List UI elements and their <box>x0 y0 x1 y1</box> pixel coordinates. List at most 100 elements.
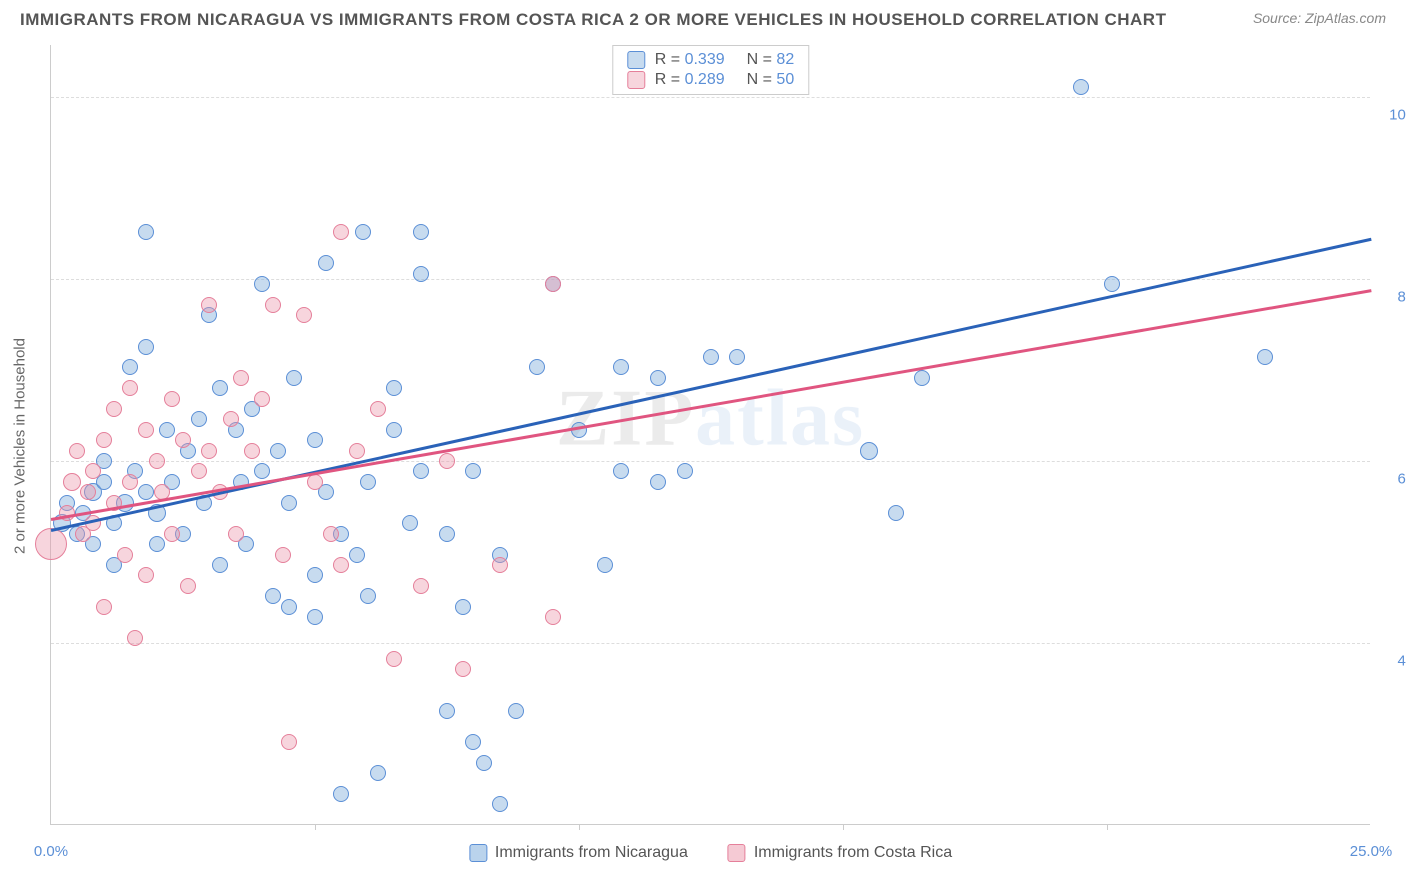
x-tick-label: 0.0% <box>34 843 68 860</box>
gridline <box>51 643 1370 644</box>
scatter-point <box>545 609 561 625</box>
trend-line <box>51 237 1372 531</box>
scatter-point <box>529 359 545 375</box>
stats-row: R = 0.339 N = 82 <box>627 50 794 70</box>
scatter-point <box>476 755 492 771</box>
x-tick <box>843 824 844 830</box>
x-tick <box>579 824 580 830</box>
legend-label: Immigrants from Costa Rica <box>754 844 952 862</box>
scatter-point <box>1257 349 1273 365</box>
chart-title: IMMIGRANTS FROM NICARAGUA VS IMMIGRANTS … <box>20 10 1166 30</box>
scatter-point <box>386 422 402 438</box>
series-swatch <box>627 51 645 69</box>
scatter-point <box>1104 276 1120 292</box>
legend-swatch <box>728 844 746 862</box>
scatter-point <box>492 796 508 812</box>
stat-n-label: N = 82 <box>747 51 795 69</box>
scatter-point <box>439 526 455 542</box>
legend-swatch <box>469 844 487 862</box>
scatter-point <box>465 734 481 750</box>
scatter-point <box>307 432 323 448</box>
scatter-point <box>265 297 281 313</box>
scatter-point <box>386 380 402 396</box>
scatter-point <box>275 547 291 563</box>
scatter-point <box>96 599 112 615</box>
scatter-point <box>254 463 270 479</box>
stat-r-label: R = 0.289 <box>655 71 725 89</box>
scatter-point <box>914 370 930 386</box>
scatter-point <box>650 474 666 490</box>
scatter-point <box>545 276 561 292</box>
scatter-point <box>307 567 323 583</box>
scatter-point <box>223 411 239 427</box>
stats-legend-box: R = 0.339 N = 82 R = 0.289 N = 50 <box>612 45 809 95</box>
legend-item: Immigrants from Nicaragua <box>469 844 688 862</box>
scatter-point <box>307 474 323 490</box>
scatter-point <box>413 578 429 594</box>
scatter-point <box>138 339 154 355</box>
scatter-point <box>149 536 165 552</box>
scatter-point <box>149 453 165 469</box>
series-swatch <box>627 71 645 89</box>
scatter-point <box>201 443 217 459</box>
scatter-point <box>122 359 138 375</box>
scatter-point <box>439 453 455 469</box>
scatter-point <box>127 630 143 646</box>
scatter-point <box>860 442 878 460</box>
scatter-point <box>122 380 138 396</box>
scatter-point <box>333 786 349 802</box>
scatter-point <box>212 557 228 573</box>
scatter-point <box>80 484 96 500</box>
scatter-point <box>492 557 508 573</box>
scatter-point <box>1073 79 1089 95</box>
scatter-point <box>96 432 112 448</box>
scatter-point <box>180 578 196 594</box>
stat-r-label: R = 0.339 <box>655 51 725 69</box>
scatter-point <box>508 703 524 719</box>
scatter-point <box>729 349 745 365</box>
scatter-point <box>650 370 666 386</box>
y-axis-label: 2 or more Vehicles in Household <box>12 338 29 554</box>
gridline <box>51 461 1370 462</box>
scatter-point <box>597 557 613 573</box>
stat-n-label: N = 50 <box>747 71 795 89</box>
scatter-point <box>281 599 297 615</box>
scatter-point <box>455 661 471 677</box>
scatter-point <box>106 401 122 417</box>
scatter-point <box>164 526 180 542</box>
x-tick <box>1107 824 1108 830</box>
source-label: Source: ZipAtlas.com <box>1253 10 1386 26</box>
scatter-point <box>281 734 297 750</box>
scatter-point <box>201 297 217 313</box>
scatter-point <box>138 484 154 500</box>
scatter-point <box>233 370 249 386</box>
scatter-point <box>413 463 429 479</box>
scatter-point <box>333 224 349 240</box>
scatter-point <box>439 703 455 719</box>
scatter-point <box>613 359 629 375</box>
scatter-point <box>413 224 429 240</box>
y-tick-label: 47.5% <box>1380 653 1406 670</box>
x-tick-label: 25.0% <box>1350 843 1393 860</box>
bottom-legend: Immigrants from Nicaragua Immigrants from… <box>469 844 952 862</box>
scatter-point <box>286 370 302 386</box>
scatter-point <box>122 474 138 490</box>
scatter-point <box>349 547 365 563</box>
scatter-point <box>413 266 429 282</box>
scatter-point <box>228 526 244 542</box>
scatter-point <box>402 515 418 531</box>
scatter-point <box>191 463 207 479</box>
scatter-point <box>63 473 81 491</box>
scatter-point <box>355 224 371 240</box>
scatter-point <box>85 463 101 479</box>
scatter-point <box>164 391 180 407</box>
scatter-point <box>370 401 386 417</box>
scatter-point <box>265 588 281 604</box>
scatter-point <box>677 463 693 479</box>
scatter-point <box>703 349 719 365</box>
scatter-point <box>138 224 154 240</box>
x-tick <box>315 824 316 830</box>
scatter-point <box>386 651 402 667</box>
chart-plot-area: ZIPatlas R = 0.339N = 82R = 0.289N = 50 … <box>50 45 1370 825</box>
y-tick-label: 65.0% <box>1380 471 1406 488</box>
